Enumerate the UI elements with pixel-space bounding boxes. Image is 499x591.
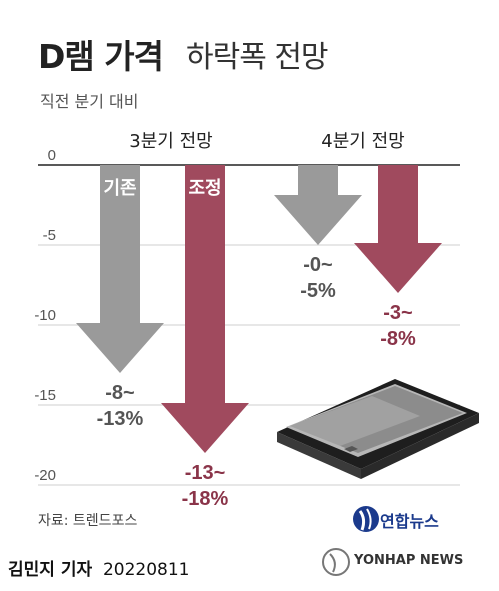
bar-arrow [354, 165, 442, 293]
category-label: 4분기 전망 [321, 131, 404, 152]
page-title: D램 가격 [38, 37, 164, 76]
yonhap-logo [353, 506, 379, 532]
y-tick-label: 0 [48, 147, 56, 164]
y-tick-label: -15 [34, 387, 56, 404]
source-note: 자료: 트렌드포스 [38, 513, 138, 529]
yonhap-news-mark [322, 548, 350, 576]
category-label: 3분기 전망 [129, 131, 212, 152]
byline: 김민지 기자 20220811 [8, 555, 189, 580]
y-tick-label: -10 [34, 307, 56, 324]
bar-arrow [76, 165, 164, 373]
data-label: -13% [97, 408, 144, 430]
chart-subtitle: 직전 분기 대비 [40, 92, 139, 111]
logo-text: 연합뉴스 [380, 512, 439, 531]
data-label: -18% [182, 488, 229, 510]
data-label: -3~ [383, 302, 412, 324]
series-label: 조정 [188, 178, 221, 199]
data-label: -8% [380, 328, 416, 350]
memory-chip-illustration [277, 379, 479, 479]
data-label: -0~ [303, 254, 332, 276]
page-title-suffix: 하락폭 전망 [186, 40, 329, 75]
data-label: -5% [300, 280, 336, 302]
y-tick-label: -20 [34, 467, 56, 484]
bar-arrow [274, 165, 362, 245]
data-label: -8~ [105, 382, 134, 404]
y-tick-label: -5 [43, 227, 56, 244]
author-name: 김민지 기자 [8, 560, 93, 580]
bar-arrow [161, 165, 249, 453]
byline-date: 20220811 [102, 560, 190, 580]
series-label: 기존 [103, 178, 136, 199]
footer-brand: YONHAP NEWS [354, 553, 464, 568]
data-label: -13~ [185, 462, 226, 484]
